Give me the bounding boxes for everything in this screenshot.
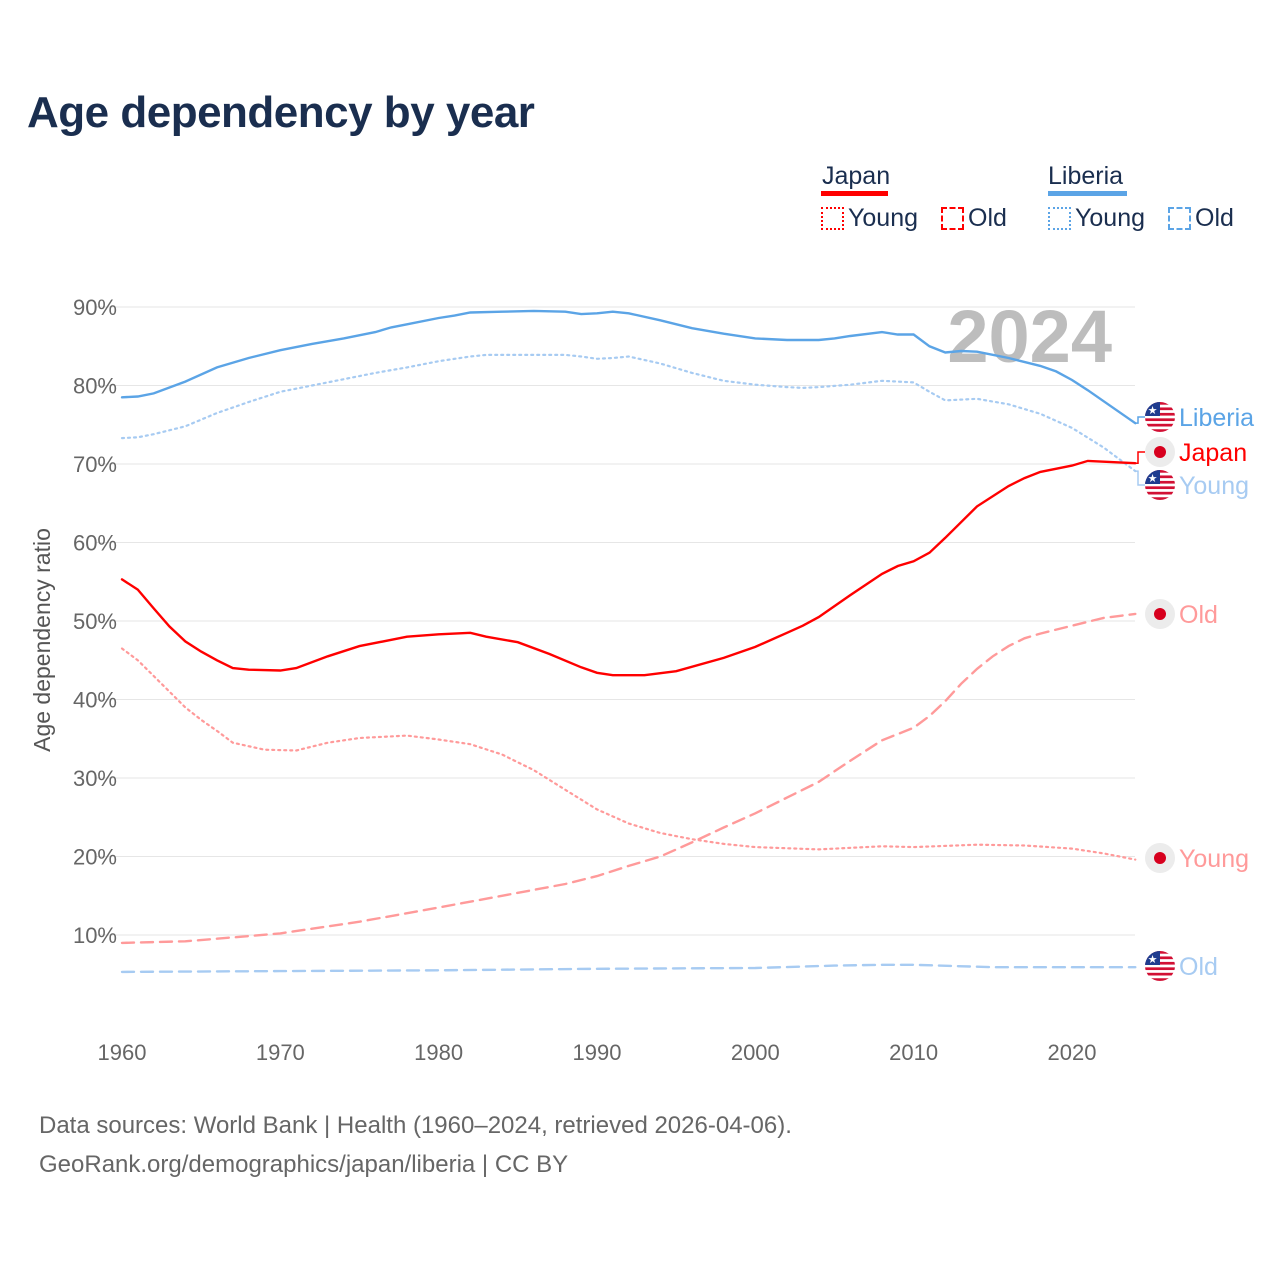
x-tick-label: 2000 — [731, 1040, 780, 1065]
legend-liberia-line — [1048, 191, 1127, 196]
japan-flag-icon — [1145, 437, 1175, 467]
dashed-swatch-icon — [941, 207, 964, 230]
svg-text:★: ★ — [1148, 405, 1158, 417]
legend-liberia-old-label: Old — [1195, 204, 1234, 232]
end-labels: ★ Liberia ★ Young ★ Old Japan Young Old — [1135, 402, 1254, 981]
legend-japan-young-label: Young — [848, 204, 918, 232]
y-tick-label: 90% — [73, 295, 117, 320]
series-line-liberia-young — [120, 353, 1137, 473]
dashed-swatch-icon — [1168, 207, 1191, 230]
japan-flag-icon — [1145, 843, 1175, 873]
series-line-japan — [120, 459, 1137, 677]
end-label: Young — [1179, 845, 1249, 873]
x-tick-label: 2020 — [1048, 1040, 1097, 1065]
dotted-swatch-icon — [1048, 207, 1071, 230]
y-tick-label: 40% — [73, 688, 117, 713]
gridlines: 10% 20% 30% 40% 50% 60% 70% 80% 90% 1960 1970 1980 1… — [73, 295, 1135, 1065]
end-label: Old — [1179, 953, 1218, 981]
x-tick-label: 1960 — [98, 1040, 147, 1065]
series-line-liberia — [120, 309, 1137, 425]
series-line-liberia-old — [120, 963, 1137, 974]
liberia-flag-icon: ★ — [1145, 470, 1175, 500]
x-tick-label: 1980 — [414, 1040, 463, 1065]
y-tick-label: 80% — [73, 374, 117, 399]
legend-japan-label: Japan — [822, 162, 891, 190]
dotted-swatch-icon — [821, 207, 844, 230]
legend-japan-line — [821, 191, 888, 196]
series-line-japan-young — [120, 647, 1137, 861]
y-tick-label: 10% — [73, 923, 117, 948]
x-tick-label: 2010 — [889, 1040, 938, 1065]
end-label: Liberia — [1179, 404, 1254, 432]
end-label: Old — [1179, 601, 1218, 629]
legend-liberia-label: Liberia — [1048, 162, 1124, 190]
legend-liberia-young-label: Young — [1075, 204, 1145, 232]
y-tick-label: 60% — [73, 531, 117, 556]
liberia-flag-icon: ★ — [1145, 951, 1175, 981]
legend-liberia-young: Young — [1048, 204, 1145, 233]
legend-japan-old-label: Old — [968, 204, 1007, 232]
svg-text:★: ★ — [1148, 954, 1158, 966]
series-lines — [120, 309, 1137, 974]
legend-liberia-old: Old — [1168, 204, 1234, 233]
y-tick-label: 20% — [73, 845, 117, 870]
source-line-1: Data sources: World Bank | Health (1960–… — [39, 1112, 792, 1139]
y-tick-label: 50% — [73, 609, 117, 634]
label-connector — [1135, 416, 1145, 424]
year-watermark: 2024 — [947, 295, 1112, 378]
label-connector — [1135, 451, 1145, 464]
svg-text:★: ★ — [1148, 473, 1158, 485]
y-tick-label: 30% — [73, 766, 117, 791]
x-tick-label: 1970 — [256, 1040, 305, 1065]
x-tick-label: 1990 — [573, 1040, 622, 1065]
end-label: Japan — [1179, 439, 1247, 467]
japan-flag-icon — [1145, 599, 1175, 629]
y-axis-label: Age dependency ratio — [29, 528, 55, 752]
chart-title: Age dependency by year — [27, 88, 535, 137]
source-line-2[interactable]: GeoRank.org/demographics/japan/liberia |… — [39, 1151, 569, 1178]
y-tick-label: 70% — [73, 452, 117, 477]
liberia-flag-icon: ★ — [1145, 402, 1175, 432]
series-line-japan-old — [120, 612, 1137, 945]
label-connector — [1135, 470, 1145, 486]
legend-japan-old: Old — [941, 204, 1007, 233]
end-label: Young — [1179, 472, 1249, 500]
legend-japan-young: Young — [821, 204, 918, 233]
source-note: Data sources: World Bank | Health (1960–… — [39, 1106, 792, 1184]
